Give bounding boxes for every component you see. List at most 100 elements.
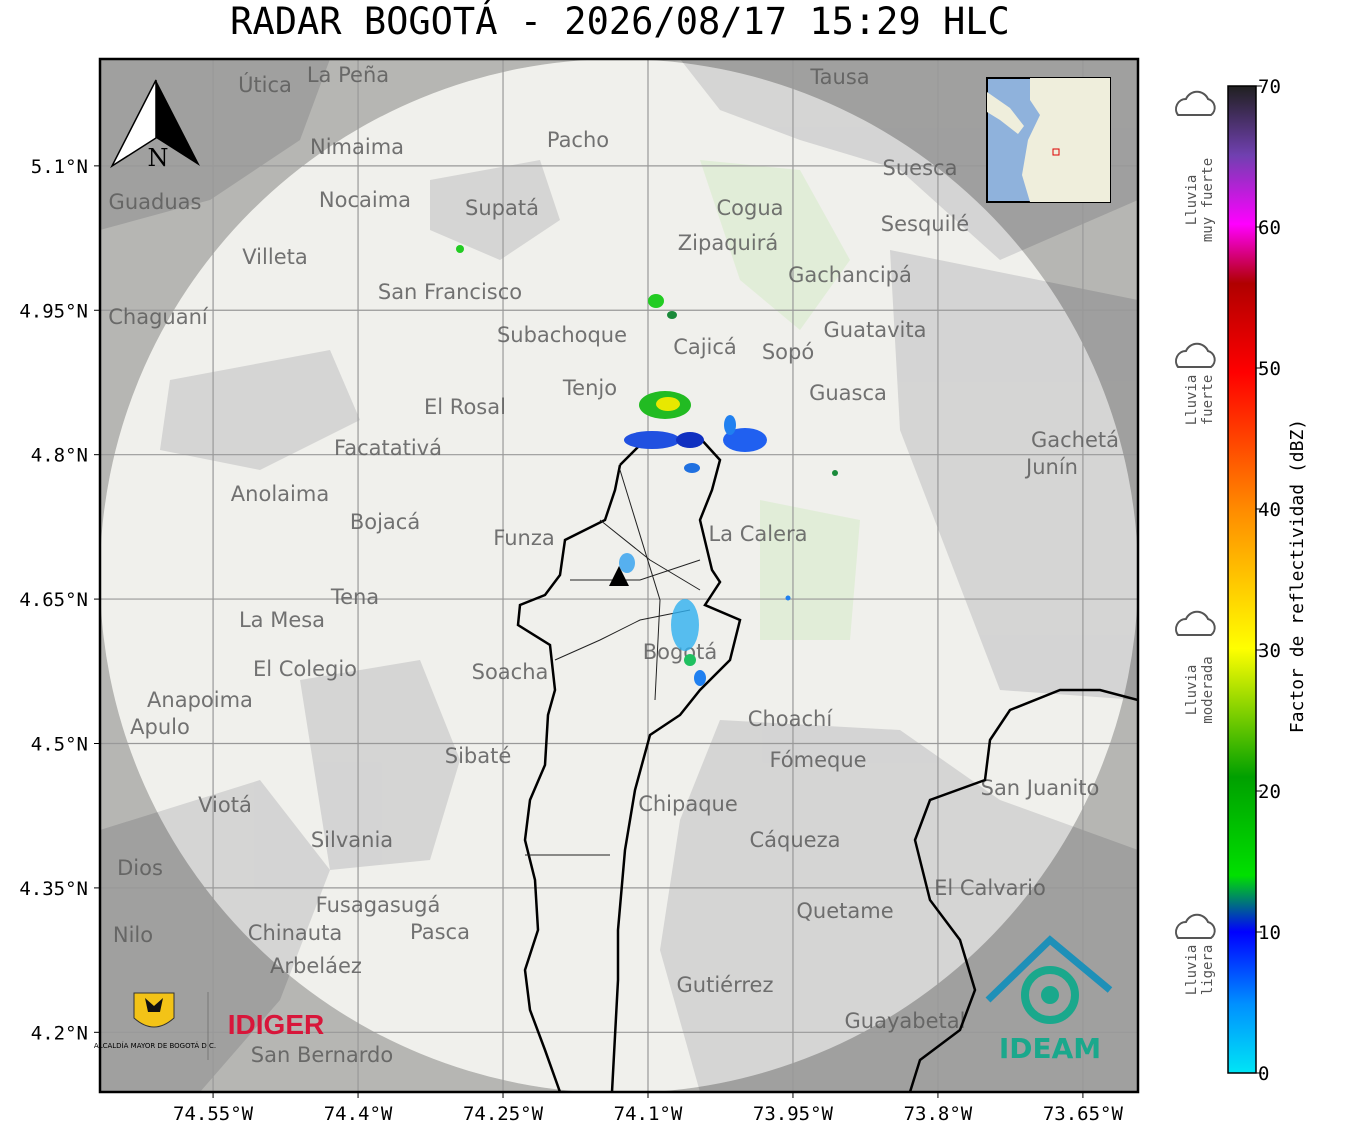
place-label: Bojacá	[350, 510, 420, 534]
place-label: Gachetá	[1031, 428, 1119, 452]
logos: ALCALDÍA MAYOR DE BOGOTÁ D.C. IDIGER IDE…	[94, 935, 1113, 1065]
forest	[700, 160, 860, 640]
place-label: Guatavita	[824, 318, 927, 342]
rain-icon	[1175, 913, 1216, 939]
place-label: Dios	[117, 856, 163, 880]
place-label: Suesca	[883, 156, 958, 180]
grid	[100, 59, 1138, 1092]
colorbar-tick-label: 20	[1258, 781, 1281, 803]
y-tick-label: 4.8°N	[31, 445, 88, 467]
colorbar	[1227, 85, 1257, 1074]
place-label: San Juanito	[981, 776, 1100, 800]
place-label: Nimaima	[310, 135, 404, 159]
colorbar-tick-label: 0	[1258, 1063, 1269, 1085]
map: La Peña Útica Tausa Pacho Nimaima Suesca Guadu…	[100, 59, 1138, 1092]
place-label: Guayabetal	[845, 1009, 966, 1033]
y-tick-label: 4.2°N	[31, 1022, 88, 1044]
y-tick-label: 4.95°N	[19, 300, 88, 322]
colorbar-ticks: 0 10 20 30 40 50 60 70	[1256, 76, 1281, 1085]
title: RADAR BOGOTÁ - 2026/08/17 15:29 HLC	[230, 0, 1010, 43]
x-tick-label: 74.25°W	[463, 1103, 544, 1125]
y-tick-label: 5.1°N	[31, 156, 88, 178]
place-label: Subachoque	[497, 323, 627, 347]
rain-category-label: fuerte	[1200, 375, 1216, 426]
colorbar-tick-label: 30	[1258, 640, 1281, 662]
rain-category: Lluvia muy fuerte	[1184, 158, 1216, 242]
colorbar-tick-label: 40	[1258, 499, 1281, 521]
alcaldia-logo: ALCALDÍA MAYOR DE BOGOTÁ D.C.	[94, 1041, 216, 1050]
colorbar-tick-label: 70	[1258, 76, 1281, 98]
place-label: Gutiérrez	[677, 973, 774, 997]
place-label: Silvania	[311, 828, 393, 852]
rain-category: Lluvia fuerte	[1184, 375, 1216, 426]
department-boundary	[908, 688, 1138, 1092]
place-label: Sibaté	[445, 744, 512, 768]
inset-map	[986, 77, 1111, 203]
place-label: La Mesa	[239, 608, 325, 632]
place-label: Soacha	[472, 660, 549, 684]
place-label: Cajicá	[673, 335, 737, 359]
y-tick-label: 4.35°N	[19, 878, 88, 900]
place-label: Chipaque	[638, 792, 738, 816]
y-tick-label: 4.65°N	[19, 589, 88, 611]
rain-category-label: Lluvia	[1184, 375, 1200, 426]
rain-icon	[1175, 610, 1216, 636]
place-label: Apulo	[130, 715, 190, 739]
place-label: Supatá	[465, 196, 539, 220]
place-label: Viotá	[198, 793, 252, 817]
place-label: El Rosal	[424, 395, 506, 419]
map-frame	[98, 57, 1140, 1094]
place-label: Gachancipá	[788, 263, 912, 287]
place-label: Chinauta	[248, 921, 342, 945]
place-label: Tena	[330, 585, 379, 609]
rain-category: Lluvia ligera	[1184, 945, 1216, 996]
rain-icon	[1175, 90, 1216, 116]
place-label: San Francisco	[378, 280, 522, 304]
localities	[525, 469, 701, 856]
x-tick-label: 73.95°W	[753, 1103, 834, 1125]
place-label: Nocaima	[319, 188, 411, 212]
place-label: Guaduas	[109, 190, 202, 214]
rain-category-label: ligera	[1200, 945, 1216, 996]
place-label: Cáqueza	[750, 828, 841, 852]
place-label: El Calvario	[934, 876, 1046, 900]
place-label: Anapoima	[147, 688, 253, 712]
idiger-logo: IDIGER	[228, 1009, 324, 1040]
colorbar-tick-label: 50	[1258, 358, 1281, 380]
x-tick-label: 74.55°W	[173, 1103, 254, 1125]
colorbar-tick-label: 60	[1258, 217, 1281, 239]
place-label: Zipaquirá	[678, 231, 778, 255]
x-tick-label: 73.8°W	[904, 1103, 973, 1125]
place-label: San Bernardo	[251, 1043, 393, 1067]
place-label: Tausa	[809, 65, 869, 89]
bogota-boundary	[516, 436, 742, 1092]
place-label: Quetame	[796, 899, 893, 923]
place-label: Choachí	[748, 707, 834, 731]
place-label: Fusagasugá	[316, 893, 441, 917]
rain-category-label: muy fuerte	[1200, 158, 1216, 242]
rain-category-label: Lluvia	[1184, 175, 1200, 226]
place-label: La Calera	[708, 522, 807, 546]
place-label: Villeta	[242, 245, 307, 269]
radar-echoes	[456, 245, 838, 686]
place-label: Cogua	[716, 196, 783, 220]
colorbar-tick-label: 10	[1258, 922, 1281, 944]
place-label: El Colegio	[253, 657, 357, 681]
rain-category-label: Lluvia	[1184, 665, 1200, 716]
place-label: Sesquilé	[881, 212, 969, 236]
x-tick-label: 73.65°W	[1043, 1103, 1124, 1125]
place-label: Fómeque	[769, 748, 866, 772]
place-label: Junín	[1024, 455, 1078, 479]
x-tick-label: 74.4°W	[324, 1103, 393, 1125]
place-label: Útica	[238, 72, 292, 97]
north-label: N	[148, 144, 169, 172]
north-arrow: N	[110, 79, 200, 172]
place-label: Pasca	[410, 920, 470, 944]
rain-category: Lluvia moderada	[1184, 656, 1216, 723]
place-label: Arbeláez	[270, 954, 362, 978]
colorbar-label: Factor de reflectividad (dBZ)	[1287, 419, 1308, 733]
place-label: Tenjo	[562, 376, 617, 400]
place-label: Pacho	[547, 128, 609, 152]
